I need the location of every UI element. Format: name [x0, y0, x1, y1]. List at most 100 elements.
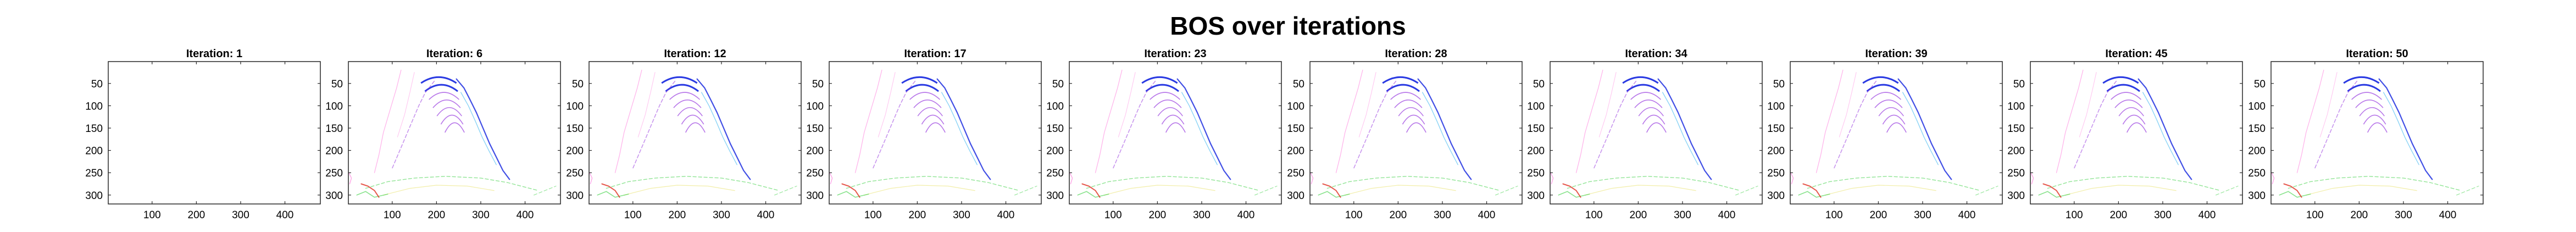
y-tick-label: 250	[326, 168, 343, 179]
streak-9	[632, 80, 675, 169]
y-tick-label: 200	[2248, 146, 2266, 157]
y-tick-label: 200	[566, 146, 584, 157]
streak-15	[1735, 185, 1758, 196]
shock-arc-2	[1390, 92, 1421, 100]
shock-arc-5	[1402, 114, 1425, 125]
streak-13	[1825, 185, 1936, 196]
x-tick-label: 200	[668, 209, 686, 221]
shock-arc-5	[1882, 114, 1906, 125]
y-tick-label: 50	[2013, 79, 2025, 90]
y-tick-label: 300	[2008, 190, 2025, 202]
streak-15	[774, 185, 797, 196]
shock-arc-6	[2127, 122, 2147, 133]
shock-arc-1	[2106, 84, 2141, 92]
y-tick-label: 250	[2248, 168, 2266, 179]
y-tick-label: 150	[1046, 123, 1064, 135]
shock-arc-2	[1870, 92, 1902, 100]
shock-arc-1	[2347, 84, 2381, 92]
y-tick-label: 300	[1527, 190, 1545, 202]
image-background	[2030, 62, 2243, 204]
panel-12: Iteration: 12 100 200 300 400 50 100 150 200 250 3…	[566, 48, 802, 221]
x-tick-label: 200	[1389, 209, 1407, 221]
streak-16	[1081, 183, 1101, 198]
streak-7	[2378, 78, 2433, 180]
streak-17	[1069, 172, 1073, 185]
shock-arc-4	[2359, 107, 2385, 117]
shock-arc-6	[1886, 122, 1907, 133]
y-tick-label: 200	[2008, 146, 2025, 157]
panel-34: Iteration: 34 100 200 300 400 50 100 150 200 250 3…	[1527, 48, 1763, 221]
panel-title: Iteration: 12	[664, 48, 726, 60]
panel-39: Iteration: 39 100 200 300 400 50 100 150 200 250 3…	[1767, 48, 2003, 221]
bos-image	[1790, 62, 2003, 204]
y-tick-label: 100	[2248, 101, 2266, 112]
y-tick-label: 100	[2008, 101, 2025, 112]
streak-10	[614, 69, 642, 173]
streak-17	[2030, 172, 2034, 185]
y-tick-label: 50	[331, 79, 343, 90]
y-tick-label: 50	[571, 79, 583, 90]
shock-arc-1	[1145, 84, 1180, 92]
streak-11	[1598, 72, 1617, 137]
x-tick-label: 400	[1958, 209, 1976, 221]
x-tick-label: 200	[1629, 209, 1647, 221]
x-tick-label: 100	[1345, 209, 1362, 221]
shock-arc-3	[2355, 100, 2384, 108]
shock-arc-3	[673, 100, 702, 108]
y-tick-label: 100	[85, 101, 103, 112]
x-tick-label: 100	[1104, 209, 1122, 221]
panel-title: Iteration: 17	[904, 48, 966, 60]
streak-14	[1318, 191, 1350, 198]
bos-image	[2270, 62, 2483, 204]
shock-arc-0	[1862, 76, 1899, 84]
streak-15	[1975, 185, 1998, 196]
x-tick-label: 100	[624, 209, 642, 221]
streak-7	[1417, 78, 1472, 180]
axes-box	[2030, 61, 2244, 205]
shock-arc-1	[1866, 84, 1901, 92]
y-tick-label: 250	[85, 168, 103, 179]
y-tick-label: 250	[1767, 168, 1785, 179]
streak-9	[1353, 80, 1396, 169]
y-tick-label: 250	[1287, 168, 1304, 179]
y-tick-label: 100	[566, 101, 584, 112]
shock-arc-2	[2351, 92, 2382, 100]
y-tick-label: 200	[806, 146, 824, 157]
shock-arc-4	[1398, 107, 1424, 117]
streak-11	[1358, 72, 1376, 137]
streak-12	[365, 175, 539, 191]
panel-title: Iteration: 23	[1145, 48, 1207, 60]
streak-16	[1562, 183, 1581, 198]
shock-arc-5	[1161, 114, 1185, 125]
panel-title: Iteration: 28	[1385, 48, 1447, 60]
bos-image	[1309, 62, 1522, 204]
streak-11	[637, 72, 656, 137]
streak-10	[1575, 69, 1603, 173]
streak-8	[2383, 92, 2419, 165]
streak-13	[2305, 185, 2417, 196]
y-tick-label: 100	[326, 101, 343, 112]
y-tick-label: 300	[806, 190, 824, 202]
panel-6: Iteration: 6 100 200 300 400 50 100 150 200 250 30…	[326, 48, 562, 221]
y-tick-label: 300	[326, 190, 343, 202]
y-tick-label: 300	[1767, 190, 1785, 202]
shock-arc-4	[1157, 107, 1184, 117]
streak-11	[878, 72, 896, 137]
streak-15	[2456, 185, 2479, 196]
image-background	[1550, 62, 1762, 204]
streak-9	[872, 80, 915, 169]
streak-7	[456, 78, 510, 180]
streak-15	[534, 185, 557, 196]
x-tick-label: 100	[1825, 209, 1843, 221]
image-background	[829, 62, 1041, 204]
streak-10	[1335, 69, 1363, 173]
shock-arc-4	[1638, 107, 1664, 117]
panel-title: Iteration: 45	[2106, 48, 2168, 60]
streak-14	[837, 191, 869, 198]
streak-13	[1344, 185, 1456, 196]
shock-arc-4	[677, 107, 703, 117]
shock-arc-0	[901, 76, 938, 84]
streak-10	[374, 69, 402, 173]
shock-arc-6	[685, 122, 706, 133]
axes-box	[348, 61, 562, 205]
